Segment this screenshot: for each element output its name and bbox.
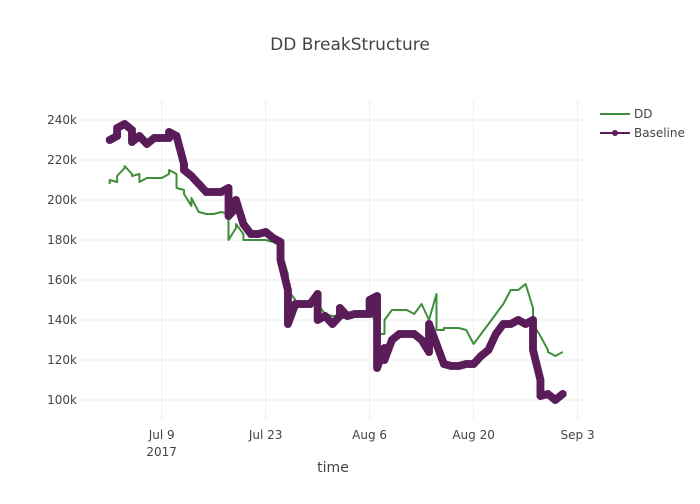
legend-item-dd[interactable]: DD bbox=[600, 107, 652, 121]
legend-marker bbox=[612, 130, 618, 136]
y-tick-label: 220k bbox=[47, 153, 77, 167]
y-tick-label: 100k bbox=[47, 393, 77, 407]
series-group bbox=[105, 120, 567, 404]
x-tick-sublabel: 2017 bbox=[146, 445, 177, 459]
x-axis-title: time bbox=[317, 460, 349, 476]
chart-title: DD BreakStructure bbox=[270, 35, 430, 55]
x-tick-label: Jul 9 bbox=[148, 428, 175, 442]
y-tick-label: 160k bbox=[47, 273, 77, 287]
y-tick-label: 200k bbox=[47, 193, 77, 207]
legend[interactable]: DD Baseline bbox=[600, 107, 685, 140]
x-tick-label: Jul 23 bbox=[248, 428, 283, 442]
legend-label: DD bbox=[634, 107, 652, 121]
legend-label: Baseline bbox=[634, 126, 685, 140]
y-tick-label: 140k bbox=[47, 313, 77, 327]
x-tick-label: Aug 6 bbox=[352, 428, 387, 442]
gridlines bbox=[80, 100, 585, 420]
x-tick-label: Sep 3 bbox=[561, 428, 595, 442]
x-tick-label: Aug 20 bbox=[452, 428, 495, 442]
y-tick-label: 120k bbox=[47, 353, 77, 367]
legend-item-baseline[interactable]: Baseline bbox=[600, 126, 685, 140]
series-baseline bbox=[105, 120, 567, 404]
axes: 100k 120k 140k 160k 180k 200k 220k 240k Jul 9 201… bbox=[47, 113, 594, 459]
y-tick-label: 180k bbox=[47, 233, 77, 247]
data-point bbox=[558, 390, 567, 398]
y-tick-label: 240k bbox=[47, 113, 77, 127]
